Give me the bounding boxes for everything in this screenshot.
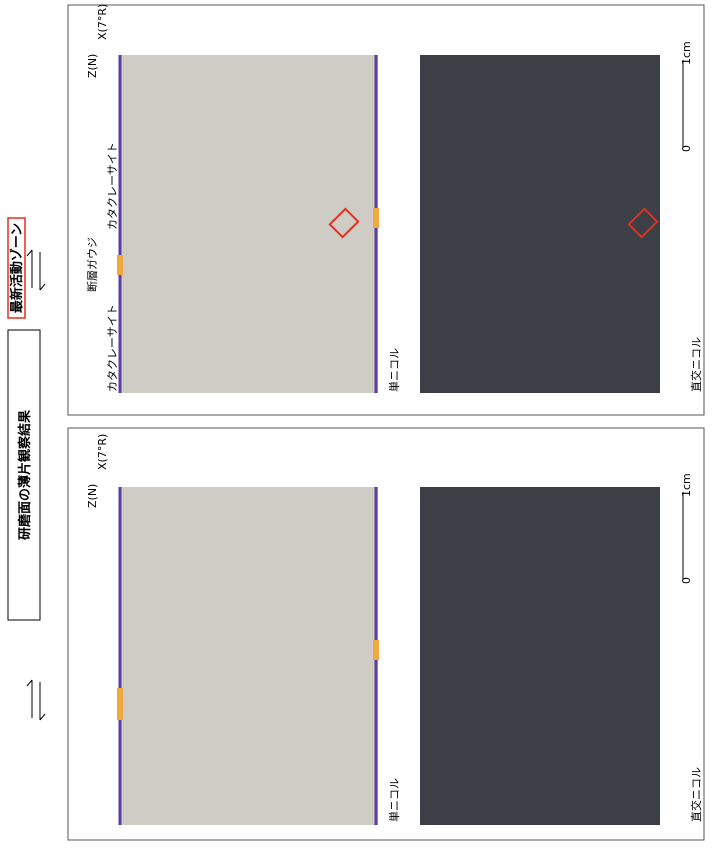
crossed-nicol-label: 直交ニコル: [689, 767, 703, 822]
crossed-nicol-photo: [420, 55, 660, 393]
scale-zero: 0: [680, 577, 693, 584]
zone-label: 最新活動ゾーン: [9, 223, 25, 313]
axis-z: Z(N): [86, 54, 99, 78]
title: 研磨面の薄片観察結果: [17, 410, 33, 540]
scale-zero: 0: [680, 145, 693, 152]
axis-x: X(7°R): [96, 434, 109, 470]
cataclasite-right: カタクレーサイト: [106, 142, 119, 230]
panel-upper: 単ニコル 直交ニコル Z(N) X(7°R) カタクレーサイト 断層ガウジ カタ…: [68, 4, 704, 415]
single-nicol-label: 単ニコル: [387, 348, 401, 392]
single-nicol-photo: [120, 55, 378, 393]
cataclasite-left: カタクレーサイト: [106, 304, 119, 392]
scale-unit: 1cm: [680, 473, 693, 497]
scale-unit: 1cm: [680, 41, 693, 65]
panel-lower: 単ニコル 直交ニコル Z(N) X(7°R) 0 1cm: [68, 428, 704, 840]
page: 研磨面の薄片観察結果 最新活動ゾーン 単ニコル 直交ニコル Z(N) X(7°R…: [0, 0, 716, 847]
axis-x: X(7°R): [96, 4, 109, 40]
single-nicol-label: 単ニコル: [387, 778, 401, 822]
fault-gouge: 断層ガウジ: [85, 237, 99, 292]
axis-z: Z(N): [86, 484, 99, 508]
single-nicol-photo: [120, 487, 378, 825]
crossed-nicol-photo: [420, 487, 660, 825]
crossed-nicol-label: 直交ニコル: [689, 337, 703, 392]
